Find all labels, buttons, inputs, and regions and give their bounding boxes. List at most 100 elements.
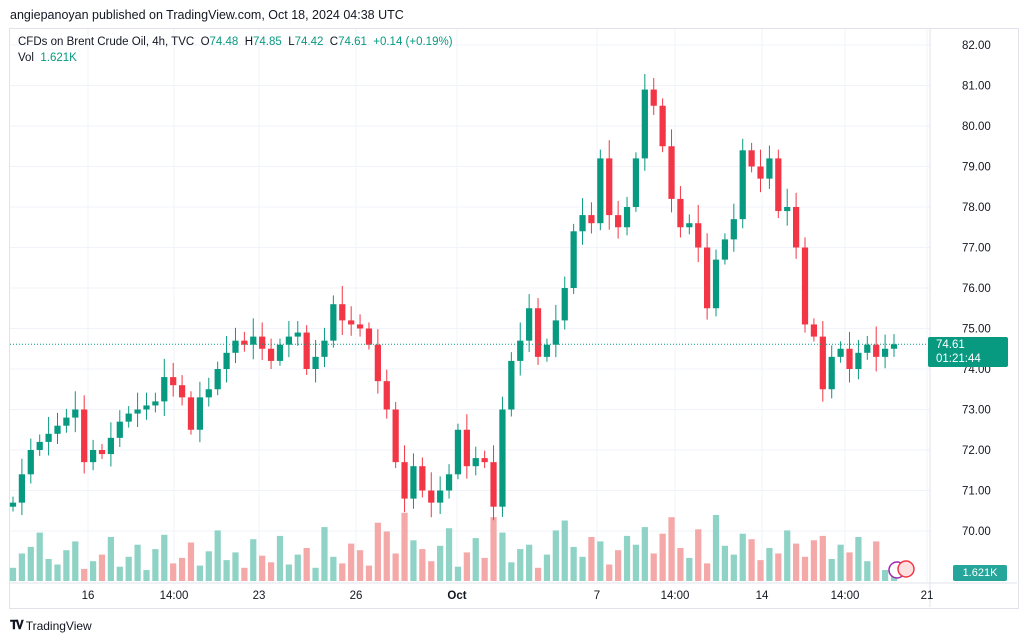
- volume-bar: [552, 530, 559, 581]
- volume-bar: [392, 553, 399, 581]
- candle-body: [721, 239, 729, 260]
- volume-bar: [383, 531, 390, 581]
- volume-bar: [72, 541, 79, 581]
- y-tick-label: 78.00: [962, 202, 991, 214]
- candle-body: [348, 320, 355, 325]
- volume-bar: [152, 549, 159, 581]
- candle-body: [819, 336, 826, 390]
- candle-body: [641, 89, 648, 159]
- y-tick-label: 76.00: [962, 283, 991, 295]
- volume-bar: [54, 564, 61, 581]
- volume-bar: [472, 538, 479, 581]
- last-price: 74.61: [936, 339, 965, 351]
- volume-bar: [374, 522, 381, 581]
- volume-bar: [792, 543, 800, 581]
- candle-body: [615, 215, 622, 228]
- candle-body: [72, 409, 79, 418]
- volume-bar: [570, 546, 577, 581]
- candle-body: [704, 247, 711, 309]
- volume-bar: [143, 570, 150, 581]
- candle-body: [454, 429, 462, 475]
- volume-bar: [250, 539, 257, 581]
- candle-body: [312, 356, 319, 369]
- volume-bar: [303, 548, 310, 581]
- volume-bar: [196, 565, 203, 581]
- candle-body: [125, 413, 132, 422]
- candle-body: [294, 332, 301, 337]
- candle-body: [54, 425, 61, 434]
- volume-bar: [677, 548, 684, 581]
- volume-bar: [63, 550, 70, 581]
- candle-body: [837, 348, 844, 357]
- candle-body: [196, 397, 203, 430]
- candle-body: [143, 405, 150, 410]
- volume-bar: [241, 567, 248, 581]
- volume-bar: [881, 570, 889, 581]
- symbol-title: CFDs on Brent Crude Oil, 4h, TVC: [18, 36, 195, 48]
- volume-bar: [623, 535, 631, 581]
- candle-body: [98, 450, 106, 455]
- volume-bar: [775, 553, 782, 581]
- candle-body: [846, 348, 853, 369]
- volume-bar: [873, 541, 880, 581]
- candle-body: [552, 320, 559, 345]
- volume-bar: [232, 552, 239, 581]
- tradingview-brand[interactable]: 𝐓𝐕 TradingView: [10, 618, 92, 633]
- candle-body: [81, 409, 88, 463]
- volume-bar: [517, 549, 524, 581]
- volume-bar: [632, 544, 640, 581]
- volume-bar: [27, 546, 34, 581]
- candle-body: [445, 474, 453, 491]
- volume-bar: [125, 556, 132, 581]
- volume-bar: [543, 554, 551, 581]
- low-value: 74.42: [294, 36, 324, 48]
- candle-body: [170, 377, 177, 386]
- candle-body: [632, 158, 640, 207]
- candle-body: [214, 369, 221, 390]
- volume-bar: [134, 544, 141, 581]
- candle-body: [178, 385, 186, 398]
- volume-bar: [339, 563, 346, 581]
- volume-bar: [419, 549, 426, 581]
- candle-body: [864, 344, 871, 353]
- candle-body: [356, 324, 364, 329]
- candle-body: [428, 490, 435, 503]
- candle-body: [401, 462, 408, 499]
- candle-body: [36, 441, 43, 450]
- volume-bar: [187, 542, 195, 581]
- candle-body: [250, 336, 257, 345]
- volume-bar: [178, 557, 186, 581]
- candle-body: [365, 328, 373, 345]
- volume-bar: [259, 555, 266, 581]
- candle-body: [18, 474, 26, 503]
- volume-value: 1.621K: [40, 52, 77, 64]
- candle-body: [45, 433, 52, 442]
- volume-bar: [730, 554, 737, 581]
- volume-bar: [739, 533, 746, 581]
- y-tick-label: 72.00: [962, 445, 991, 457]
- candle-body: [285, 336, 292, 345]
- x-tick-label: 14:00: [160, 590, 189, 602]
- candle-body: [597, 158, 604, 224]
- candle-body: [437, 490, 444, 503]
- candle-body: [890, 344, 898, 349]
- volume-bar: [508, 562, 515, 581]
- candle-body: [339, 304, 346, 321]
- y-tick-label: 71.00: [962, 486, 991, 498]
- candle-body: [330, 304, 337, 341]
- volume-bar: [659, 533, 666, 581]
- volume-bar: [445, 528, 453, 581]
- volume-bar: [410, 540, 417, 581]
- chart-frame[interactable]: [9, 28, 1019, 609]
- candle-body: [712, 259, 720, 309]
- volume-bar: [766, 548, 773, 581]
- volume-bar: [45, 559, 52, 581]
- volume-bar: [855, 537, 862, 581]
- candle-body: [392, 409, 399, 463]
- x-tick-label: 14:00: [831, 590, 860, 602]
- candle-body: [508, 360, 515, 410]
- chart-legend: CFDs on Brent Crude Oil, 4h, TVC O74.48 …: [18, 34, 453, 66]
- candle-body: [259, 336, 266, 349]
- candle-body: [9, 502, 17, 507]
